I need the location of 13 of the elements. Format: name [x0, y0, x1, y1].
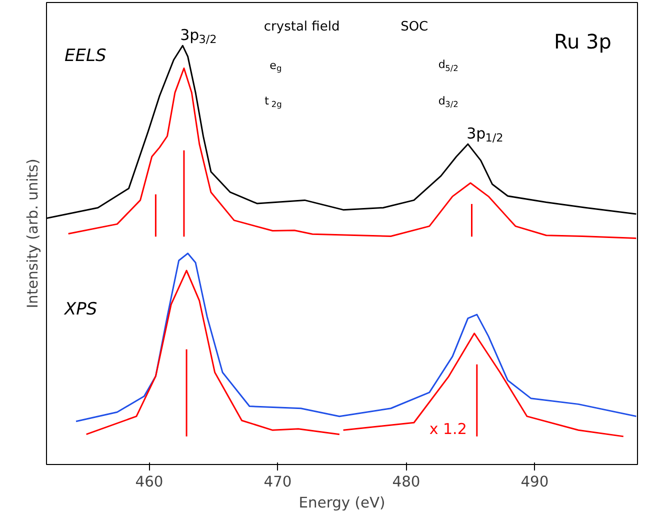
annotation: EELS: [64, 46, 106, 66]
x-tick-label: 470: [264, 474, 292, 490]
annotation: XPS: [63, 300, 98, 320]
y-axis-title: Intensity (arb. units): [24, 158, 42, 308]
x-tick-label: 490: [520, 474, 549, 490]
annotation: Ru 3p: [554, 29, 612, 54]
text: SOC: [400, 19, 428, 34]
x-tick-label: 480: [392, 474, 420, 490]
x-axis-title: Energy (eV): [298, 494, 386, 512]
annotation: t2g: [264, 94, 282, 110]
text: crystal field: [264, 19, 340, 34]
annotation: x 1.2: [429, 420, 467, 438]
x-tick-label: 460: [135, 474, 164, 490]
